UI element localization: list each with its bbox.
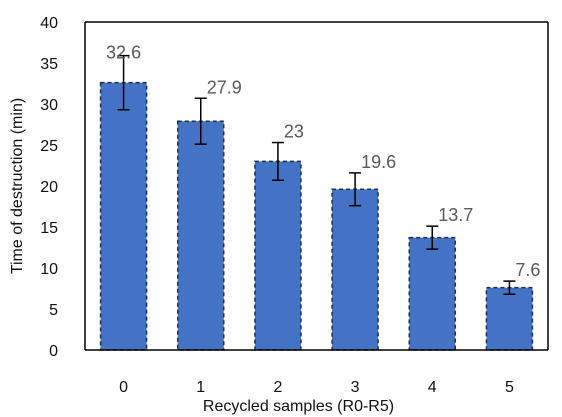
y-tick-label: 15 — [40, 220, 58, 237]
x-tick-label: 3 — [351, 379, 360, 396]
y-tick-label: 25 — [40, 138, 58, 155]
x-axis-label: Recycled samples (R0-R5) — [203, 398, 394, 415]
y-axis-ticks: 0 5 10 15 20 25 30 35 40 — [40, 15, 58, 360]
x-tick-label: 0 — [119, 379, 128, 396]
data-label: 13.7 — [438, 205, 473, 225]
data-label: 27.9 — [207, 77, 242, 97]
y-tick-label: 35 — [40, 56, 58, 73]
bar — [485, 286, 534, 351]
error-bar — [349, 172, 362, 207]
error-bar — [426, 225, 439, 250]
y-tick-label: 10 — [40, 261, 58, 278]
y-tick-label: 30 — [40, 97, 58, 114]
bar — [177, 120, 225, 351]
x-tick-label: 1 — [196, 379, 205, 396]
bar — [254, 160, 302, 351]
data-label: 23 — [284, 122, 304, 142]
y-tick-label: 0 — [49, 343, 58, 360]
x-tick-label: 5 — [505, 379, 514, 396]
error-bar — [117, 54, 130, 111]
x-tick-label: 2 — [273, 379, 282, 396]
error-bar — [194, 97, 207, 145]
error-bar — [271, 141, 284, 182]
bar — [99, 81, 148, 351]
x-tick-label: 4 — [428, 379, 437, 396]
bars — [99, 81, 534, 351]
error-bar — [503, 280, 516, 295]
y-tick-label: 40 — [40, 15, 58, 32]
y-axis-label: Time of destruction (min) — [9, 98, 26, 274]
bar — [408, 236, 456, 351]
data-label: 32.6 — [106, 43, 141, 63]
data-labels: 32.6 27.9 23 19.6 13.7 7.6 — [106, 43, 540, 280]
bar — [331, 188, 379, 351]
y-tick-label: 5 — [49, 302, 58, 319]
error-bars — [117, 54, 516, 295]
data-label: 19.6 — [361, 152, 396, 172]
x-axis-ticks: 0 1 2 3 4 5 — [119, 379, 514, 396]
y-tick-label: 20 — [40, 179, 58, 196]
data-label: 7.6 — [515, 260, 540, 280]
